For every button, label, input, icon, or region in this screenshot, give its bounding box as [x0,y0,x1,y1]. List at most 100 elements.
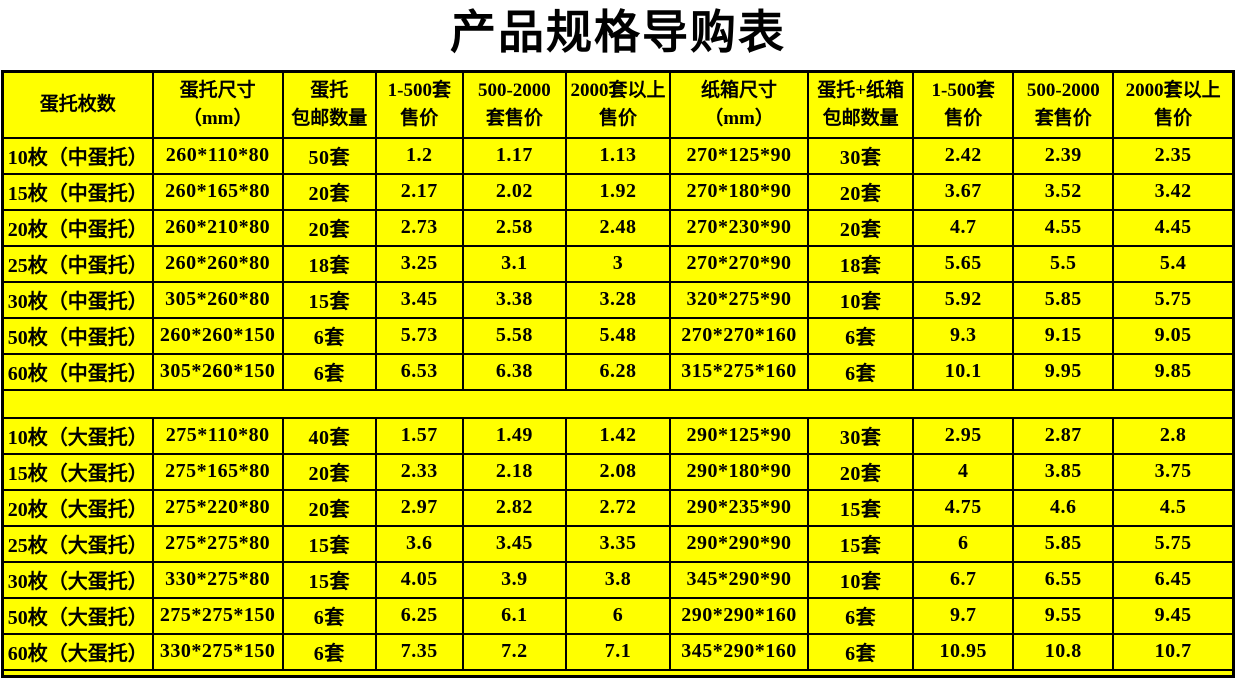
price-2000-plus-cell: 1.92 [564,172,671,211]
price-500-2000-cell: 2.82 [461,488,567,527]
box-ship-qty-cell: 6套 [807,632,915,671]
tray-size-cell: 305*260*150 [151,352,284,391]
header-cell: 500-2000 套售价 [1012,70,1115,139]
combo-price-2000-plus-cell: 10.7 [1112,632,1235,671]
box-size-cell: 270*230*90 [668,208,810,247]
tray-ship-qty-cell: 50套 [281,136,377,175]
price-500-2000-cell: 7.2 [461,632,567,671]
tray-ship-qty-cell: 6套 [281,316,377,355]
combo-price-2000-plus-cell: 9.05 [1112,316,1235,355]
price-1-500-cell: 1.57 [374,416,464,455]
combo-price-1-500-cell: 6 [912,524,1015,563]
price-1-500-cell: 5.73 [374,316,464,355]
box-ship-qty-cell: 20套 [807,208,915,247]
box-size-cell: 270*270*90 [668,244,810,283]
combo-price-500-2000-cell: 2.39 [1012,136,1115,175]
box-size-cell: 290*290*90 [668,524,810,563]
combo-price-2000-plus-cell: 9.45 [1112,596,1235,635]
combo-price-1-500-cell: 10.1 [912,352,1015,391]
tray-ship-qty-cell: 6套 [281,632,377,671]
tray-ship-qty-cell: 15套 [281,560,377,599]
table-row: 50枚（中蛋托） 260*260*150 6套 5.73 5.58 5.48 270*270… [1,316,1235,355]
header-cell: 蛋托枚数 [1,70,154,139]
page-title: 产品规格导购表 [0,0,1236,70]
row-label: 60枚（大蛋托） [1,632,154,671]
box-size-cell: 320*275*90 [668,280,810,319]
row-label: 50枚（中蛋托） [1,316,154,355]
tray-size-cell: 275*110*80 [151,416,284,455]
tray-size-cell: 260*210*80 [151,208,284,247]
tray-ship-qty-cell: 20套 [281,172,377,211]
combo-price-500-2000-cell: 3.85 [1012,452,1115,491]
price-500-2000-cell: 1.49 [461,416,567,455]
tray-size-cell: 275*220*80 [151,488,284,527]
price-1-500-cell: 2.73 [374,208,464,247]
tray-size-cell: 260*110*80 [151,136,284,175]
table-body: 10枚（中蛋托） 260*110*80 50套 1.2 1.17 1.13 270*125*… [1,136,1235,676]
table-row: 60枚（中蛋托） 305*260*150 6套 6.53 6.38 6.28 315*275… [1,352,1235,391]
box-ship-qty-cell: 6套 [807,596,915,635]
header-cell: 蛋托+纸箱 包邮数量 [807,70,915,139]
tray-size-cell: 305*260*80 [151,280,284,319]
combo-price-1-500-cell: 9.3 [912,316,1015,355]
combo-price-2000-plus-cell: 5.4 [1112,244,1235,283]
box-size-cell: 290*180*90 [668,452,810,491]
price-2000-plus-cell: 6 [564,596,671,635]
tray-size-cell: 330*275*150 [151,632,284,671]
row-label: 15枚（大蛋托） [1,452,154,491]
combo-price-1-500-cell: 4 [912,452,1015,491]
price-2000-plus-cell: 3.28 [564,280,671,319]
box-ship-qty-cell: 30套 [807,136,915,175]
tray-ship-qty-cell: 18套 [281,244,377,283]
combo-price-2000-plus-cell: 9.85 [1112,352,1235,391]
row-label: 50枚（大蛋托） [1,596,154,635]
price-2000-plus-cell: 7.1 [564,632,671,671]
box-ship-qty-cell: 6套 [807,352,915,391]
combo-price-1-500-cell: 6.7 [912,560,1015,599]
table-row: 20枚（大蛋托） 275*220*80 20套 2.97 2.82 2.72 290*235… [1,488,1235,527]
table-row: 15枚（大蛋托） 275*165*80 20套 2.33 2.18 2.08 290*180… [1,452,1235,491]
combo-price-500-2000-cell: 6.55 [1012,560,1115,599]
tray-size-cell: 330*275*80 [151,560,284,599]
combo-price-500-2000-cell: 5.85 [1012,524,1115,563]
combo-price-500-2000-cell: 5.5 [1012,244,1115,283]
box-ship-qty-cell: 10套 [807,280,915,319]
tray-ship-qty-cell: 6套 [281,596,377,635]
table-row: 60枚（大蛋托） 330*275*150 6套 7.35 7.2 7.1 345*290*1… [1,632,1235,671]
spec-table: 蛋托枚数 蛋托尺寸 （mm） 蛋托 包邮数量 1-500套 售价 500-2000 套售… [1,70,1235,678]
box-ship-qty-cell: 10套 [807,560,915,599]
price-500-2000-cell: 2.58 [461,208,567,247]
combo-price-2000-plus-cell: 3.42 [1112,172,1235,211]
price-1-500-cell: 7.35 [374,632,464,671]
price-500-2000-cell: 3.45 [461,524,567,563]
box-ship-qty-cell: 20套 [807,452,915,491]
table-row: 30枚（中蛋托） 305*260*80 15套 3.45 3.38 3.28 320*275… [1,280,1235,319]
price-500-2000-cell: 1.17 [461,136,567,175]
price-500-2000-cell: 2.18 [461,452,567,491]
price-1-500-cell: 4.05 [374,560,464,599]
combo-price-500-2000-cell: 4.6 [1012,488,1115,527]
box-size-cell: 290*125*90 [668,416,810,455]
box-size-cell: 345*290*160 [668,632,810,671]
table-row: 10枚（中蛋托） 260*110*80 50套 1.2 1.17 1.13 270*125*… [1,136,1235,175]
combo-price-1-500-cell: 2.95 [912,416,1015,455]
row-label: 15枚（中蛋托） [1,172,154,211]
combo-price-2000-plus-cell: 5.75 [1112,524,1235,563]
price-2000-plus-cell: 3.35 [564,524,671,563]
tray-ship-qty-cell: 40套 [281,416,377,455]
row-label: 10枚（大蛋托） [1,416,154,455]
combo-price-1-500-cell: 9.7 [912,596,1015,635]
bottom-strip-row [1,668,1235,676]
price-2000-plus-cell: 3.8 [564,560,671,599]
box-ship-qty-cell: 30套 [807,416,915,455]
combo-price-2000-plus-cell: 2.35 [1112,136,1235,175]
combo-price-1-500-cell: 10.95 [912,632,1015,671]
tray-ship-qty-cell: 20套 [281,488,377,527]
price-1-500-cell: 3.45 [374,280,464,319]
box-size-cell: 270*125*90 [668,136,810,175]
price-1-500-cell: 3.6 [374,524,464,563]
tray-size-cell: 260*260*80 [151,244,284,283]
table-row: 50枚（大蛋托） 275*275*150 6套 6.25 6.1 6 290*290*160… [1,596,1235,635]
price-2000-plus-cell: 1.13 [564,136,671,175]
